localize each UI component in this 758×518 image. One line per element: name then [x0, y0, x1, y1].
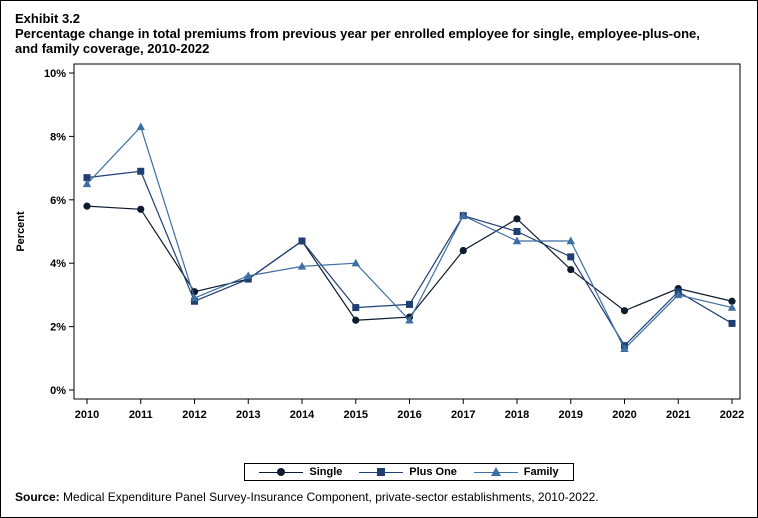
data-point — [83, 174, 91, 182]
y-tick-label: 4% — [50, 258, 66, 270]
data-point — [728, 297, 736, 305]
data-point — [459, 246, 467, 255]
data-point — [567, 253, 575, 261]
legend-item: Family — [473, 466, 559, 478]
y-axis-title: Percent — [15, 211, 27, 252]
y-tick-label: 0% — [50, 385, 66, 397]
data-point — [351, 258, 360, 267]
legend-label: Plus One — [409, 466, 457, 478]
data-point — [513, 228, 521, 235]
exhibit-number: Exhibit 3.2 — [15, 11, 81, 26]
plot-area — [73, 63, 741, 400]
data-point — [137, 205, 145, 213]
data-point — [137, 167, 145, 175]
source-text: Medical Expenditure Panel Survey-Insuran… — [59, 490, 599, 504]
data-point — [566, 236, 575, 245]
data-point — [406, 300, 413, 308]
x-tick-label: 2018 — [505, 409, 529, 421]
data-point — [405, 315, 414, 324]
x-tick-label: 2014 — [290, 409, 315, 421]
y-tick-label: 8% — [50, 131, 66, 143]
x-tick-label: 2010 — [75, 409, 99, 421]
data-point — [298, 237, 306, 245]
source-label: Source: — [15, 490, 60, 504]
legend-label: Single — [309, 466, 343, 478]
legend-swatch — [359, 466, 404, 478]
data-point — [352, 304, 360, 312]
y-tick-label: 2% — [50, 322, 66, 334]
data-point — [136, 122, 145, 131]
series-family — [82, 122, 737, 352]
x-tick-label: 2011 — [129, 409, 153, 421]
x-tick-label: 2015 — [344, 409, 368, 421]
data-point — [674, 290, 683, 299]
x-tick-label: 2017 — [451, 409, 475, 421]
data-point — [620, 344, 629, 352]
data-point — [727, 303, 737, 311]
y-axis: 0% 2% 4% 6% 8% 10% — [44, 68, 74, 397]
y-tick-label: 6% — [50, 195, 66, 207]
data-point — [620, 307, 629, 315]
data-point — [190, 293, 199, 302]
x-tick-label: 2021 — [666, 409, 690, 421]
data-point — [83, 202, 91, 210]
data-point — [352, 316, 360, 324]
x-tick-label: 2016 — [397, 409, 421, 421]
x-tick-label: 2012 — [182, 409, 206, 421]
x-tick-label: 2020 — [612, 409, 636, 421]
data-point — [297, 261, 307, 270]
data-point — [244, 271, 253, 280]
data-point — [513, 215, 521, 223]
source-note: Source: Medical Expenditure Panel Survey… — [15, 490, 599, 504]
x-tick-label: 2013 — [236, 409, 260, 421]
legend: Single Plus One Family — [244, 463, 574, 481]
legend-item: Single — [259, 466, 342, 478]
legend-swatch — [473, 466, 518, 478]
legend-item: Plus One — [359, 466, 457, 478]
x-tick-label: 2019 — [559, 409, 583, 421]
chart-title: Percentage change in total premiums from… — [15, 26, 700, 56]
data-point — [459, 211, 468, 219]
x-axis: 2010 2011 2012 2013 2014 2015 2016 2017 2018 2019… — [75, 399, 744, 421]
legend-swatch — [259, 466, 304, 478]
data-point — [567, 265, 575, 274]
data-point — [82, 179, 92, 188]
legend-label: Family — [523, 466, 559, 478]
data-point — [512, 236, 522, 245]
series-layer — [82, 122, 737, 352]
chart-header: Exhibit 3.2 Percentage change in total p… — [15, 11, 745, 56]
data-point — [728, 319, 736, 327]
x-tick-label: 2022 — [720, 409, 744, 421]
y-tick-label: 10% — [44, 68, 66, 80]
